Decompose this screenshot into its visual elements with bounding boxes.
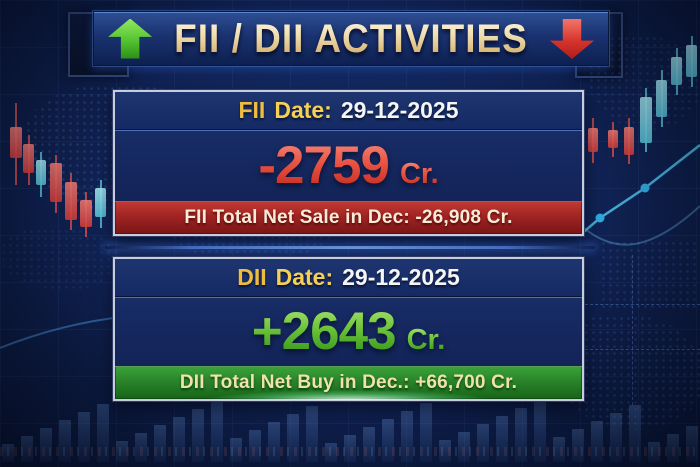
bottom-bar [268,422,280,462]
bottom-bar [192,409,204,462]
bottom-bar [154,425,166,462]
candlestick [624,118,634,164]
bottom-bar [59,420,71,462]
bottom-bar [78,412,90,462]
candlestick [10,103,22,185]
bottom-bar [211,401,223,462]
up-arrow-icon [108,18,153,59]
down-arrow-icon [550,19,594,59]
candlestick [23,135,34,185]
candlestick [36,152,46,197]
title-banner: FII / DII ACTIVITIES [93,11,609,66]
dashed-gridline [585,304,700,305]
pixel-blocks [600,240,700,310]
bottom-bar [667,434,679,462]
candlestick [588,118,598,163]
fii-panel: FII Date: 29-12-2025 -2759 Cr. FII Total… [113,90,584,236]
world-map-dots [0,228,120,290]
dii-summary-banner: DII Total Net Buy in Dec.: +66,700 Cr. [115,366,582,400]
bottom-bar [534,400,546,462]
bottom-bar [40,428,52,462]
bottom-bar-chart [2,400,700,462]
bottom-bar [306,406,318,462]
bottom-bar [591,421,603,462]
bottom-bar [515,408,527,462]
bottom-bar [458,432,470,462]
bottom-bar [382,419,394,462]
bottom-bar [401,411,413,462]
bottom-bar [116,441,128,462]
bottom-bar [287,414,299,462]
dii-date-value: 29-12-2025 [342,264,460,290]
candlestick [640,88,652,152]
dii-value-row: +2643 Cr. [115,297,582,366]
bottom-bar [420,403,432,462]
dii-label: DII [237,264,267,290]
fii-label: FII [238,97,266,123]
bottom-bar [21,436,33,462]
bottom-bar [249,430,261,462]
candlestick [80,192,92,237]
candlestick [50,155,62,213]
bottom-bar [686,426,698,462]
candlestick [608,122,618,157]
fii-date-label: Date: [274,97,332,123]
fii-summary-banner: FII Total Net Sale in Dec: -26,908 Cr. [115,201,582,234]
candlestick [671,48,682,95]
dii-value: +2643 Cr. [252,305,446,358]
candlestick [656,70,667,127]
dii-panel-header: DII Date: 29-12-2025 [115,259,582,297]
fii-value-row: -2759 Cr. [115,130,582,201]
bottom-bar [629,405,641,462]
bottom-bar [325,443,337,462]
bottom-bar [363,427,375,462]
bottom-bar [439,440,451,462]
page-title: FII / DII ACTIVITIES [174,15,528,61]
bottom-bar [97,404,109,462]
bottom-bar [173,417,185,462]
dashed-gridline [632,255,633,405]
dashed-gridline [585,349,700,350]
candlestick [65,173,77,230]
divider-glow [105,246,595,249]
dii-panel: DII Date: 29-12-2025 +2643 Cr. DII Total… [113,257,584,401]
dii-unit: Cr. [406,324,446,356]
bottom-bar [2,444,14,462]
candlestick [95,180,106,228]
ticker-strip [0,447,700,456]
fii-net-value: -2759 [258,136,390,195]
bottom-bar [135,433,147,462]
bottom-bar [610,413,622,462]
bottom-bar [496,416,508,462]
dii-date-label: Date: [275,264,334,290]
bottom-bar [553,437,565,462]
fii-unit: Cr. [399,158,439,190]
fii-panel-header: FII Date: 29-12-2025 [115,92,582,130]
candlestick [686,36,697,87]
bottom-bar [230,438,242,462]
fii-date-value: 29-12-2025 [340,97,459,123]
bottom-bar [572,429,584,462]
bottom-bar [344,435,356,462]
fii-value: -2759 Cr. [258,139,438,192]
bottom-bar [477,424,489,462]
bottom-bar [648,442,660,462]
dii-net-value: +2643 [251,302,397,361]
